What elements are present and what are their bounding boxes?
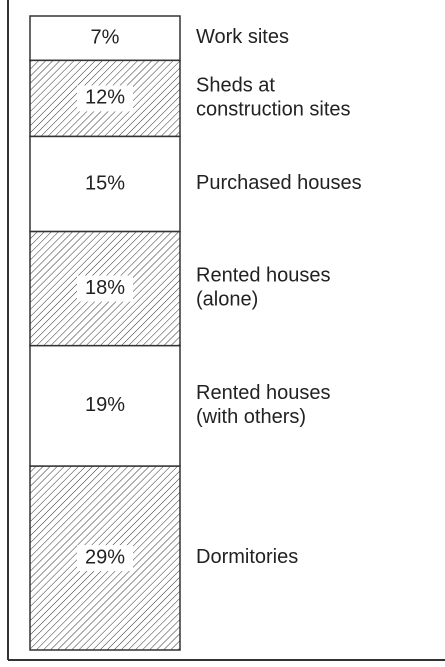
category-label: Dormitories xyxy=(196,546,298,568)
category-label: Work sites xyxy=(196,26,289,48)
category-label: Rented houses (with others) xyxy=(196,382,331,428)
category-line: Sheds at xyxy=(196,75,275,97)
value-label: 12% xyxy=(85,87,125,109)
category-label: Sheds at construction sites xyxy=(196,75,351,121)
label-background xyxy=(77,275,133,302)
label-background xyxy=(77,545,133,572)
category-label: Rented houses (alone) xyxy=(196,265,331,311)
category-line: Dormitories xyxy=(196,546,298,568)
category-label: Purchased houses xyxy=(196,172,362,194)
category-line: Work sites xyxy=(196,26,289,48)
bar-segment xyxy=(29,344,181,467)
category-line: (with others) xyxy=(196,406,306,428)
value-label: 18% xyxy=(85,277,125,299)
value-label: 15% xyxy=(85,172,125,194)
category-line: (alone) xyxy=(196,289,258,311)
label-background xyxy=(77,85,133,112)
category-line: Rented houses xyxy=(196,265,331,287)
value-label: 29% xyxy=(85,546,125,568)
value-label: 7% xyxy=(91,26,120,48)
category-line: Rented houses xyxy=(196,382,331,404)
bar-segment xyxy=(29,15,181,62)
value-label: 19% xyxy=(85,394,125,416)
category-line: construction sites xyxy=(196,99,351,121)
category-line: Purchased houses xyxy=(196,172,362,194)
bar-segment xyxy=(29,135,181,233)
